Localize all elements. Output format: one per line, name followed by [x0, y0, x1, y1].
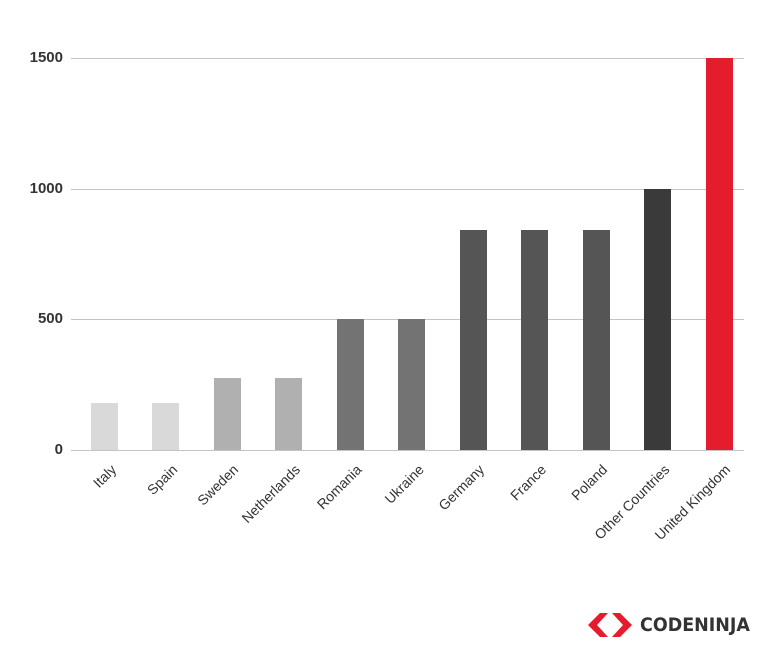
gridline — [71, 58, 744, 59]
x-tick-label: Netherlands — [238, 461, 303, 526]
bar-italy — [91, 402, 118, 450]
gridline — [71, 450, 744, 451]
codeninja-chevrons-icon — [588, 613, 632, 637]
x-tick-label: Sweden — [194, 461, 242, 509]
x-tick-label: Romania — [314, 461, 365, 513]
bar-romania — [336, 319, 364, 450]
x-tick-label: Germany — [435, 461, 488, 514]
bar-spain — [152, 402, 180, 450]
bar-united-kingdom — [705, 58, 733, 450]
x-tick-label: Poland — [568, 461, 611, 504]
y-tick-label: 1500 — [29, 49, 63, 66]
bar-other-countries — [644, 188, 672, 450]
x-tick-label: Spain — [143, 461, 181, 498]
gridline — [71, 188, 744, 190]
logo-text: CODENINJA — [640, 614, 750, 636]
bar-poland — [582, 230, 610, 450]
bar-ukraine — [398, 319, 426, 450]
y-tick-label: 1000 — [29, 179, 63, 197]
bar-netherlands — [275, 378, 303, 450]
bar-france — [521, 230, 549, 450]
bar-sweden — [213, 378, 241, 450]
x-tick-label: Italy — [89, 461, 119, 491]
y-tick-label: 500 — [37, 310, 63, 328]
bar-germany — [459, 230, 487, 450]
codeninja-logo: CODENINJA — [588, 612, 760, 638]
y-tick-label: 0 — [54, 441, 63, 458]
x-tick-label: Ukraine — [381, 461, 427, 507]
x-tick-label: France — [506, 461, 549, 504]
